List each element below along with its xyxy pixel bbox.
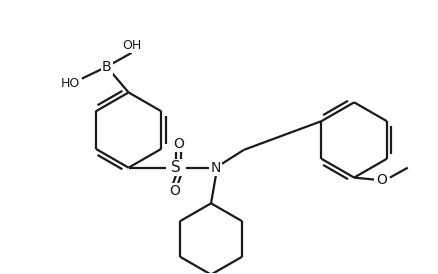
- Text: N: N: [211, 161, 221, 175]
- Text: O: O: [169, 184, 180, 198]
- Text: B: B: [102, 60, 112, 74]
- Text: O: O: [173, 137, 184, 151]
- Text: OH: OH: [122, 39, 141, 52]
- Text: HO: HO: [60, 77, 80, 90]
- Text: O: O: [377, 173, 387, 187]
- Text: S: S: [171, 160, 181, 175]
